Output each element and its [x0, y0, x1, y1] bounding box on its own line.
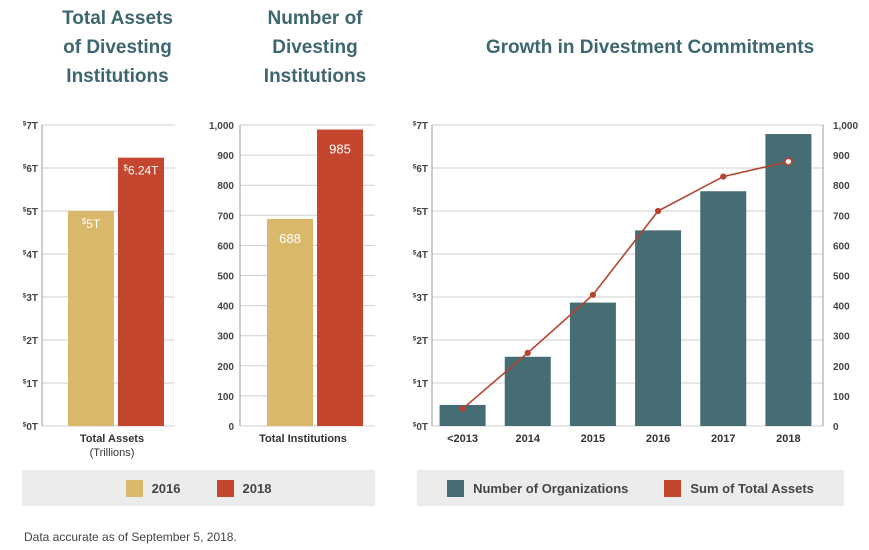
legend-item-assets: Sum of Total Assets — [664, 479, 814, 497]
y-tick-right-growth: 800 — [833, 181, 850, 192]
legend-swatch-organizations — [447, 479, 465, 497]
y-tick-institutions: 1,000 — [209, 121, 234, 132]
y-tick-institutions: 800 — [217, 181, 234, 192]
y-tick-right-growth: 900 — [833, 151, 850, 162]
x-tick-growth: 2017 — [711, 433, 735, 445]
x-tick-growth: 2014 — [516, 433, 541, 445]
legend-swatch-assets — [664, 479, 682, 497]
bar-label-assets-2016: $5T — [82, 217, 101, 231]
y-tick-assets: $5T — [23, 207, 38, 219]
y-tick-institutions: 300 — [217, 332, 234, 343]
y-tick-institutions: 500 — [217, 272, 234, 283]
bar-growth-organizations — [504, 356, 551, 426]
legend-growth: Number of Organizations Sum of Total Ass… — [417, 470, 844, 506]
point-growth-assets — [720, 173, 727, 180]
footnote: Data accurate as of September 5, 2018. — [24, 530, 237, 544]
x-sublabel-assets: (Trillions) — [90, 447, 135, 459]
y-tick-right-growth: 500 — [833, 272, 850, 283]
y-tick-right-growth: 200 — [833, 362, 850, 373]
point-growth-assets — [589, 291, 597, 298]
y-tick-assets: $7T — [23, 121, 38, 133]
x-tick-growth: <2013 — [447, 433, 478, 445]
charts-canvas: $0T $1T $2T $3T $4T $5T $6T $7T $5T $6.24T Total A… — [23, 121, 859, 460]
point-growth-assets — [524, 349, 531, 356]
y-tick-right-growth: 700 — [833, 211, 850, 222]
y-tick-right-growth: 100 — [833, 392, 850, 403]
x-tick-growth: 2018 — [776, 433, 800, 445]
y-tick-institutions: 900 — [217, 151, 234, 162]
legend-label-2016: 2016 — [151, 480, 181, 496]
legend-item-organizations: Number of Organizations — [447, 479, 629, 497]
y-tick-institutions: 600 — [217, 241, 234, 252]
legend-swatch-2018 — [216, 479, 234, 497]
y-tick-institutions: 0 — [228, 422, 234, 433]
line-growth-assets — [462, 160, 789, 410]
point-growth-assets — [459, 405, 466, 412]
chart-title-growth: Growth in Divestment Commitments — [485, 37, 815, 58]
y-tick-right-growth: 0 — [833, 422, 839, 433]
bar-institutions-2016 — [267, 218, 313, 426]
x-tick-growth: 2016 — [646, 433, 670, 445]
bar-growth-organizations — [569, 302, 616, 426]
bar-growth-organizations — [765, 134, 812, 426]
y-tick-left-growth: $5T — [413, 207, 428, 219]
y-tick-institutions: 400 — [217, 302, 234, 313]
y-tick-institutions: 700 — [217, 211, 234, 222]
y-tick-left-growth: $4T — [413, 250, 428, 262]
point-growth-assets — [784, 157, 793, 166]
bar-assets-2016 — [68, 211, 114, 426]
bar-growth-organizations — [635, 230, 682, 426]
legend-item-2018: 2018 — [216, 479, 272, 497]
chart-title-total-assets: Total Assets of Divesting Institutions — [62, 8, 173, 87]
y-tick-institutions: 200 — [217, 362, 234, 373]
y-tick-left-growth: $3T — [413, 293, 428, 305]
x-label-institutions: Total Institutions — [259, 433, 347, 445]
legend-label-organizations: Number of Organizations — [473, 480, 629, 496]
legend-years: 2016 2018 — [22, 470, 375, 506]
y-tick-left-growth: $6T — [413, 164, 428, 176]
legend-item-2016: 2016 — [125, 479, 181, 497]
y-tick-assets: $3T — [23, 293, 38, 305]
y-tick-assets: $6T — [23, 164, 38, 176]
legend-swatch-2016 — [125, 479, 143, 497]
y-tick-left-growth: $1T — [413, 379, 428, 391]
x-tick-growth: 2015 — [581, 433, 605, 445]
y-tick-right-growth: 1,000 — [833, 121, 858, 132]
y-tick-right-growth: 300 — [833, 332, 850, 343]
y-tick-assets: $0T — [23, 422, 38, 434]
bar-assets-2018 — [118, 157, 164, 426]
bar-institutions-2018 — [317, 129, 363, 426]
y-tick-assets: $4T — [23, 250, 38, 262]
point-growth-assets — [654, 207, 662, 215]
y-tick-left-growth: $0T — [413, 422, 428, 434]
y-tick-left-growth: $7T — [413, 121, 428, 133]
y-tick-assets: $2T — [23, 336, 38, 348]
chart-title-number-institutions: Number of Divesting Institutions — [263, 8, 367, 87]
y-tick-assets: $1T — [23, 379, 38, 391]
y-tick-institutions: 100 — [217, 392, 234, 403]
bar-label-institutions-2016: 688 — [279, 231, 301, 246]
legend-label-assets: Sum of Total Assets — [690, 480, 814, 496]
bar-growth-organizations — [700, 191, 747, 426]
y-tick-right-growth: 600 — [833, 241, 850, 252]
legend-label-2018: 2018 — [242, 480, 272, 496]
x-label-assets: Total Assets — [80, 433, 144, 445]
bar-label-assets-2018: $6.24T — [123, 163, 159, 177]
y-tick-left-growth: $2T — [413, 336, 428, 348]
y-tick-right-growth: 400 — [833, 302, 850, 313]
bar-growth-organizations — [439, 404, 486, 426]
bar-label-institutions-2018: 985 — [329, 142, 351, 157]
